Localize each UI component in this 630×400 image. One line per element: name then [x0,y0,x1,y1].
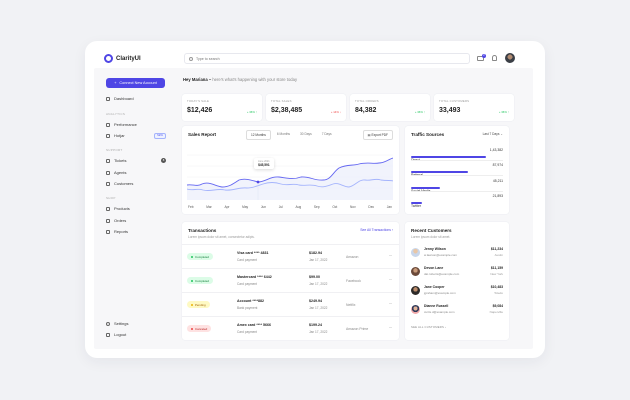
transaction-row[interactable]: Canceled Amex card **** 5666 Card paymen… [182,316,399,340]
ticket-icon [106,158,110,163]
sidebar-item-performance[interactable]: Performance [106,122,166,127]
app-window: ClarityUI 2 + Connect New Account Dashbo… [85,41,545,358]
search-input[interactable] [196,56,396,61]
chart-tooltip: June 2021 $45,591 [254,158,274,169]
avatar [411,267,420,276]
sidebar-item-orders[interactable]: Orders [106,218,166,223]
stat-card-today-sale: TODAY'S SALE $12,426 + 36% ↑ [182,94,262,121]
avatar [411,286,420,295]
range-30-days[interactable]: 30 Days [300,132,312,136]
transaction-row[interactable]: Completed Visa card **** 4831 Card payme… [182,244,399,268]
logout-icon [106,332,110,337]
user-avatar[interactable] [505,53,515,63]
stat-card-total-sales: TOTAL SALES $2,38,485 + 14% ↓ [266,94,346,121]
traffic-bar [411,202,423,204]
tickets-count-badge: 8 [161,158,166,163]
stat-card-total-orders: TOTAL ORDERS 84,382 + 36% ↑ [350,94,430,121]
sidebar-item-dashboard[interactable]: Dashboard [106,96,166,101]
range-6-months[interactable]: 6 Months [276,132,291,136]
messages-icon[interactable]: 2 [477,53,486,61]
export-pdf-button[interactable]: ▤ Export PDF [362,130,393,140]
range-7-days[interactable]: 7 Days [321,132,332,136]
logo[interactable]: ClarityUI [104,54,141,63]
agent-icon [106,170,110,175]
sidebar-item-hotjar[interactable]: Hotjar NEW [106,132,166,139]
range-12-months[interactable]: 12 Months [246,130,271,140]
see-all-customers-link[interactable]: SEE ALL CUSTOMERS › [411,325,447,329]
customer-item[interactable]: Jenny Wilson w.lawson@example.com $11,23… [411,246,503,265]
greeting: Hey Mariana – here's what's happening wi… [183,77,298,82]
gear-icon [106,321,110,326]
traffic-range-dropdown[interactable]: Last 7 Days ⌄ [482,132,503,136]
more-options-icon[interactable]: ··· [388,301,393,307]
traffic-bar [411,156,487,158]
traffic-row: Direct 1,43,382 [411,148,503,166]
see-all-transactions-link[interactable]: See All Transactions › [360,228,393,232]
stat-card-total-customers: TOTAL CUSTOMERS 33,493 + 36% ↑ [434,94,514,121]
section-support: SUPPORT [106,148,123,152]
more-options-icon[interactable]: ··· [388,253,393,259]
chevron-down-icon: ⌄ [500,132,503,136]
transaction-row[interactable]: Completed Mastercard **** 6442 Card paym… [182,268,399,292]
content-panel: + Connect New Account Dashboard ANALYTIC… [94,68,533,349]
messages-badge: 2 [482,53,486,58]
section-shop: SHOP [106,196,116,200]
app-name: ClarityUI [116,55,141,62]
avatar [411,248,420,257]
connect-account-button[interactable]: + Connect New Account [106,78,165,88]
status-badge: Completed [187,277,213,284]
sidebar: + Connect New Account Dashboard ANALYTIC… [94,68,178,349]
topbar: ClarityUI 2 [85,41,545,68]
traffic-row: Social Media 45,211 [411,179,503,197]
status-badge: Canceled [187,325,212,332]
new-badge: NEW [153,132,166,139]
sales-line-chart [187,154,393,200]
sidebar-item-reports[interactable]: Reports [106,229,166,234]
sidebar-item-tickets[interactable]: Tickets 8 [106,158,166,163]
products-icon [106,206,110,211]
status-badge: Pending [187,301,210,308]
more-options-icon[interactable]: ··· [388,325,393,331]
customer-item[interactable]: Jane Cooper jgraham@example.com $10,483 … [411,284,503,303]
search-bar[interactable] [184,53,470,64]
customers-icon [106,181,110,186]
traffic-sources-card: Traffic Sources Last 7 Days ⌄ Direct 1,4… [405,126,509,214]
more-options-icon[interactable]: ··· [388,277,393,283]
reports-icon [106,229,110,234]
bell-icon[interactable] [492,55,497,61]
avatar [411,305,420,314]
traffic-bar [411,187,441,189]
customer-item[interactable]: Devon Lane dat.roberts@example.com $11,1… [411,265,503,284]
transactions-card: Transactions Lorem ipsum dolor sit amet,… [182,222,399,340]
traffic-row: Twitter 21,893 [411,194,503,208]
sidebar-item-products[interactable]: Products [106,206,166,211]
performance-icon [106,122,110,127]
sidebar-item-settings[interactable]: Settings [106,321,166,326]
sidebar-item-customers[interactable]: Customers [106,181,166,186]
sidebar-item-logout[interactable]: Logout [106,332,166,337]
sidebar-item-agents[interactable]: Agents [106,170,166,175]
traffic-row: Referral 87,974 [411,163,503,181]
orders-icon [106,218,110,223]
section-analytics: ANALYTICS [106,112,126,116]
x-axis-labels: Feb Mar Apr May Jun Jul Aug Sep Oct Nov … [188,205,392,209]
sales-report-card: Sales Report 12 Months 6 Months 30 Days … [182,126,399,214]
recent-customers-card: Recent Customers Lorem ipsum dolor sit a… [405,222,509,340]
search-icon [189,56,193,61]
traffic-bar [411,171,469,173]
range-selector: 12 Months 6 Months 30 Days 7 Days [246,130,336,140]
transaction-row[interactable]: Pending Account ****882 Bank payment $24… [182,292,399,316]
logo-icon [104,54,113,63]
hotjar-icon [106,133,110,138]
sales-report-title: Sales Report [188,132,217,137]
home-icon [106,96,110,101]
document-icon: ▤ [367,133,372,137]
plus-icon: + [114,81,117,85]
customer-item[interactable]: Dianne Russell curtis.d@example.com $9,0… [411,303,503,322]
status-badge: Completed [187,253,213,260]
